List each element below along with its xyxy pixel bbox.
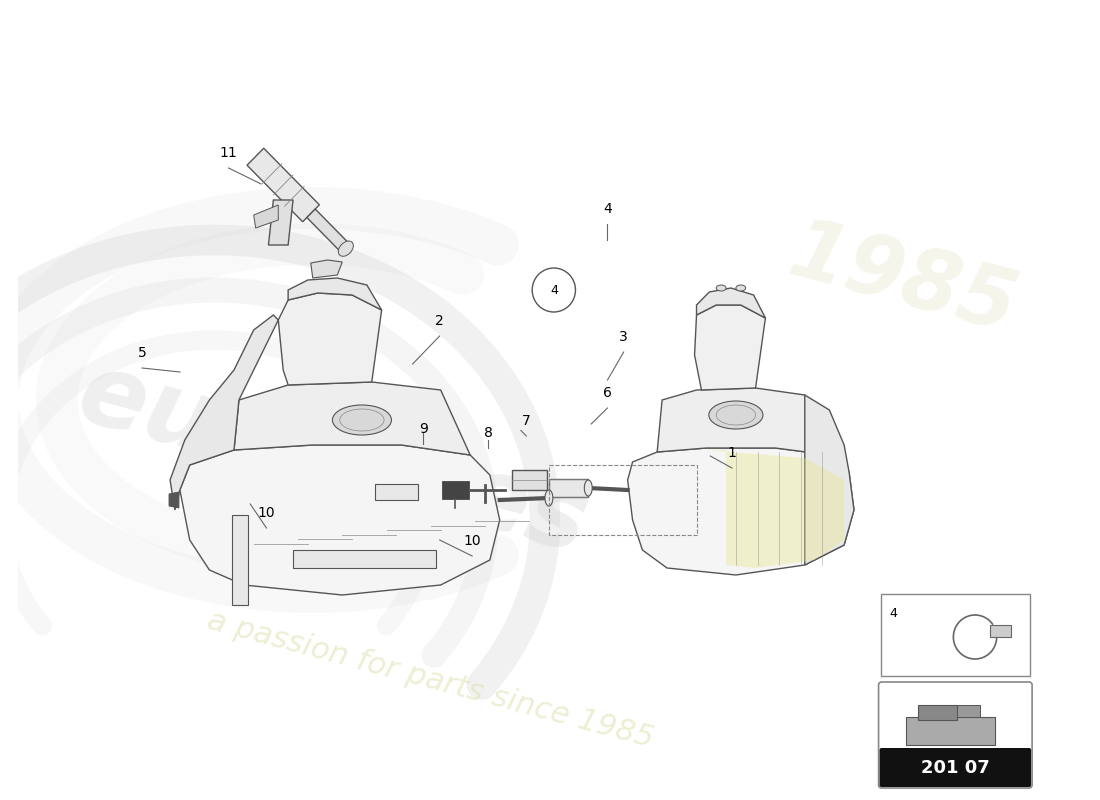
FancyBboxPatch shape [441, 481, 470, 499]
Polygon shape [957, 705, 980, 717]
FancyBboxPatch shape [917, 705, 957, 720]
FancyBboxPatch shape [512, 470, 547, 490]
Polygon shape [706, 450, 844, 568]
Polygon shape [254, 205, 278, 228]
Polygon shape [307, 209, 350, 253]
Ellipse shape [332, 405, 392, 435]
Text: 2: 2 [436, 314, 444, 328]
Text: a passion for parts since 1985: a passion for parts since 1985 [205, 606, 657, 754]
Text: 4: 4 [550, 283, 558, 297]
Ellipse shape [736, 285, 746, 291]
Text: 5: 5 [138, 346, 146, 360]
Polygon shape [234, 382, 470, 455]
Polygon shape [169, 492, 179, 508]
Text: 201 07: 201 07 [921, 759, 990, 777]
Text: 10: 10 [257, 506, 275, 520]
Polygon shape [248, 148, 319, 222]
FancyBboxPatch shape [232, 515, 248, 605]
Polygon shape [805, 395, 854, 565]
Text: 1985: 1985 [781, 211, 1025, 349]
FancyBboxPatch shape [549, 479, 588, 497]
Text: 8: 8 [484, 426, 493, 440]
Ellipse shape [544, 490, 553, 506]
Text: 4: 4 [890, 607, 898, 620]
FancyBboxPatch shape [906, 717, 994, 745]
Ellipse shape [708, 401, 763, 429]
Polygon shape [278, 293, 382, 385]
Polygon shape [288, 278, 382, 310]
FancyBboxPatch shape [879, 682, 1032, 788]
Polygon shape [694, 305, 766, 390]
Polygon shape [696, 288, 766, 318]
Ellipse shape [584, 480, 592, 496]
Polygon shape [628, 448, 854, 575]
FancyBboxPatch shape [375, 484, 418, 500]
Ellipse shape [716, 285, 726, 291]
Polygon shape [657, 388, 829, 455]
FancyBboxPatch shape [990, 625, 1011, 637]
Text: europaes: europaes [67, 346, 598, 574]
Text: 10: 10 [463, 534, 481, 548]
Ellipse shape [339, 241, 353, 256]
Polygon shape [170, 315, 278, 510]
Polygon shape [180, 445, 499, 595]
Text: 3: 3 [619, 330, 628, 344]
FancyBboxPatch shape [880, 594, 1030, 676]
Text: 6: 6 [603, 386, 612, 400]
Text: 1: 1 [727, 446, 736, 460]
FancyBboxPatch shape [880, 748, 1031, 787]
Text: 7: 7 [521, 414, 530, 428]
Text: 11: 11 [220, 146, 238, 160]
Polygon shape [311, 260, 342, 278]
Text: 4: 4 [603, 202, 612, 216]
FancyBboxPatch shape [293, 550, 436, 568]
Polygon shape [268, 200, 293, 245]
Text: 9: 9 [419, 422, 428, 436]
Circle shape [532, 268, 575, 312]
